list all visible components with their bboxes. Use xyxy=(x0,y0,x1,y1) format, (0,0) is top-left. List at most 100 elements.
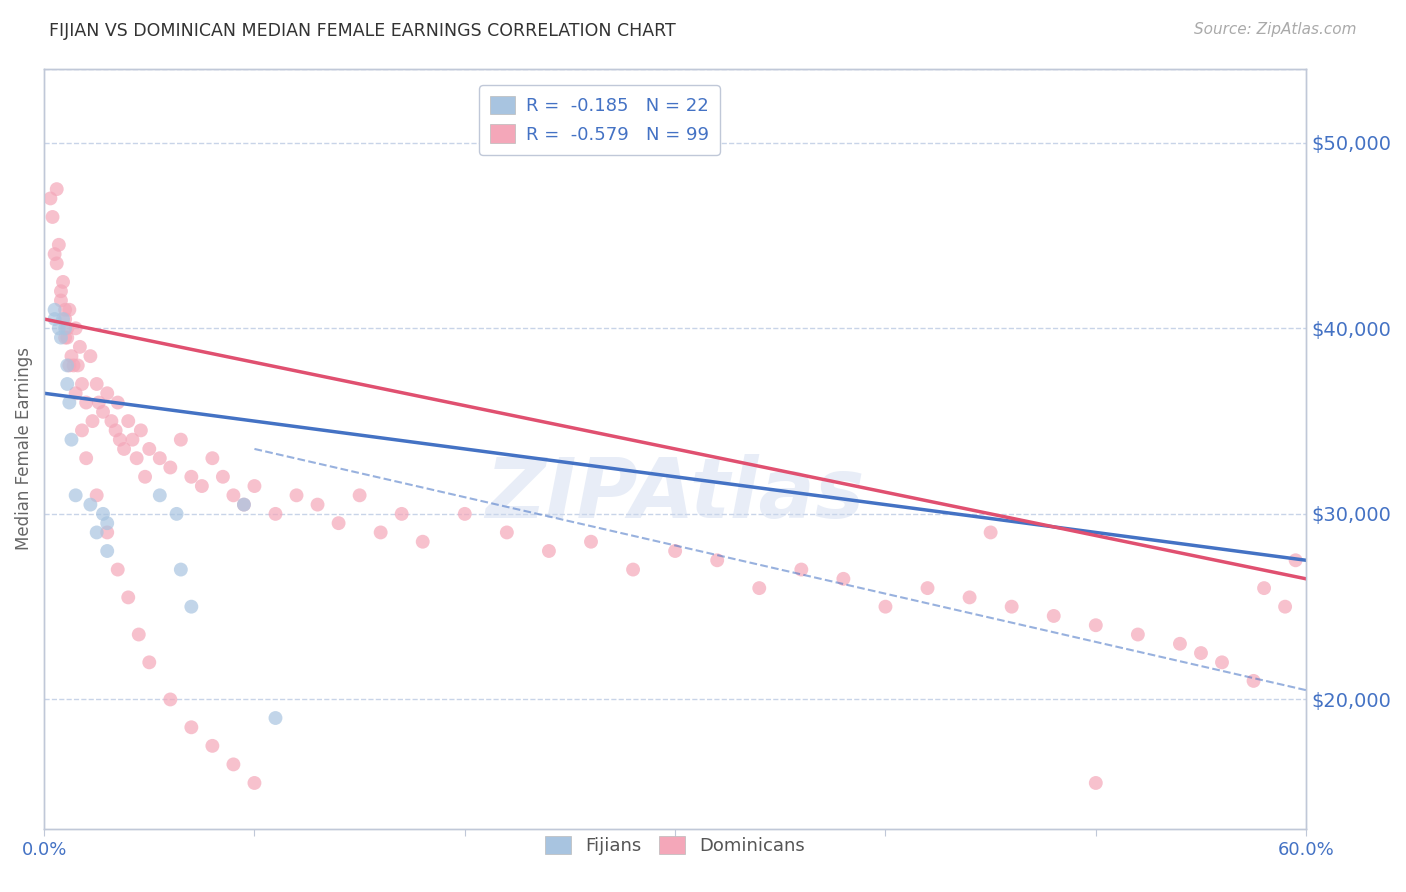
Point xyxy=(79,498,101,512)
Point xyxy=(349,488,371,502)
Point xyxy=(52,275,75,289)
Point xyxy=(49,293,72,308)
Point xyxy=(170,563,193,577)
Point xyxy=(201,739,224,753)
Point xyxy=(100,414,122,428)
Point xyxy=(222,757,245,772)
Point xyxy=(1001,599,1024,614)
Point xyxy=(104,423,127,437)
Point xyxy=(537,544,560,558)
Point xyxy=(1189,646,1212,660)
Point xyxy=(58,359,80,373)
Point xyxy=(86,488,108,502)
Point xyxy=(370,525,392,540)
Point xyxy=(91,507,114,521)
Point xyxy=(86,525,108,540)
Point xyxy=(748,581,770,595)
Point xyxy=(959,591,981,605)
Point xyxy=(112,442,135,456)
Point xyxy=(62,359,84,373)
Point xyxy=(41,210,63,224)
Point xyxy=(58,395,80,409)
Point xyxy=(58,302,80,317)
Point xyxy=(96,525,118,540)
Point xyxy=(917,581,939,595)
Point xyxy=(49,284,72,298)
Point xyxy=(96,516,118,531)
Point xyxy=(128,627,150,641)
Point xyxy=(45,256,67,270)
Text: ZIPAtlas: ZIPAtlas xyxy=(485,454,865,535)
Point xyxy=(232,498,254,512)
Point xyxy=(53,321,76,335)
Point xyxy=(45,182,67,196)
Point xyxy=(495,525,517,540)
Point xyxy=(454,507,477,521)
Point xyxy=(212,469,235,483)
Point xyxy=(243,776,266,790)
Point xyxy=(69,340,91,354)
Point xyxy=(121,433,143,447)
Point xyxy=(70,376,93,391)
Point xyxy=(980,525,1002,540)
Point xyxy=(60,433,83,447)
Point xyxy=(53,330,76,344)
Point xyxy=(243,479,266,493)
Point xyxy=(65,488,87,502)
Point xyxy=(1211,656,1233,670)
Legend: Fijians, Dominicans: Fijians, Dominicans xyxy=(538,829,813,863)
Point xyxy=(56,330,79,344)
Point xyxy=(56,359,79,373)
Point xyxy=(706,553,728,567)
Point xyxy=(201,451,224,466)
Point xyxy=(412,534,434,549)
Point xyxy=(166,507,188,521)
Point xyxy=(159,692,181,706)
Point xyxy=(138,442,160,456)
Point xyxy=(75,395,97,409)
Point xyxy=(1253,581,1275,595)
Point xyxy=(91,405,114,419)
Point xyxy=(149,451,172,466)
Point xyxy=(70,423,93,437)
Point xyxy=(65,321,87,335)
Point xyxy=(82,414,104,428)
Point xyxy=(129,423,152,437)
Point xyxy=(285,488,308,502)
Point xyxy=(125,451,148,466)
Point xyxy=(790,563,813,577)
Point xyxy=(1284,553,1306,567)
Point xyxy=(44,302,66,317)
Point xyxy=(44,247,66,261)
Point xyxy=(664,544,686,558)
Point xyxy=(149,488,172,502)
Point xyxy=(391,507,413,521)
Point xyxy=(579,534,602,549)
Point xyxy=(170,433,193,447)
Point xyxy=(264,711,287,725)
Point xyxy=(48,237,70,252)
Point xyxy=(53,312,76,326)
Point xyxy=(96,544,118,558)
Point xyxy=(232,498,254,512)
Point xyxy=(875,599,897,614)
Point xyxy=(49,330,72,344)
Point xyxy=(1084,776,1107,790)
Point xyxy=(56,321,79,335)
Point xyxy=(1126,627,1149,641)
Point xyxy=(66,359,89,373)
Point xyxy=(60,349,83,363)
Point xyxy=(134,469,156,483)
Point xyxy=(264,507,287,521)
Point xyxy=(222,488,245,502)
Point xyxy=(1084,618,1107,632)
Point xyxy=(86,376,108,391)
Point xyxy=(53,302,76,317)
Point xyxy=(138,656,160,670)
Point xyxy=(96,386,118,401)
Point xyxy=(1243,673,1265,688)
Text: Source: ZipAtlas.com: Source: ZipAtlas.com xyxy=(1194,22,1357,37)
Point xyxy=(180,469,202,483)
Point xyxy=(1274,599,1296,614)
Point xyxy=(307,498,329,512)
